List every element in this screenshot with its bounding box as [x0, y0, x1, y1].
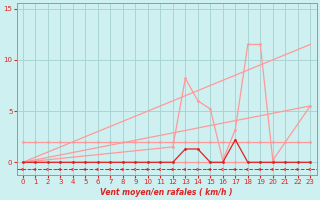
X-axis label: Vent moyen/en rafales ( km/h ): Vent moyen/en rafales ( km/h ) — [100, 188, 233, 197]
